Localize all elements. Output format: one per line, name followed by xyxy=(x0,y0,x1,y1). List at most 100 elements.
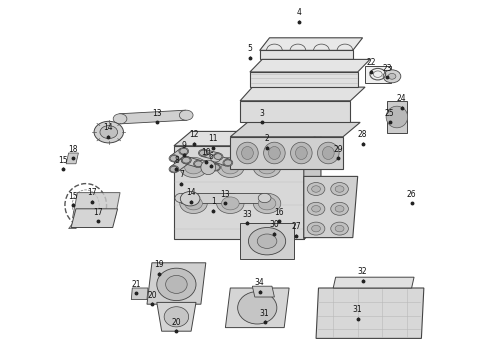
Ellipse shape xyxy=(335,206,344,212)
Ellipse shape xyxy=(180,148,188,154)
Text: 13: 13 xyxy=(152,109,162,118)
Ellipse shape xyxy=(164,307,189,327)
Polygon shape xyxy=(316,288,424,338)
Ellipse shape xyxy=(224,160,232,166)
Polygon shape xyxy=(184,157,200,167)
Text: 24: 24 xyxy=(397,94,407,103)
Ellipse shape xyxy=(237,142,258,164)
Ellipse shape xyxy=(211,164,220,171)
Ellipse shape xyxy=(185,197,202,210)
Ellipse shape xyxy=(312,225,320,232)
Ellipse shape xyxy=(181,157,191,164)
Ellipse shape xyxy=(100,126,118,139)
Polygon shape xyxy=(171,149,187,161)
Text: 5: 5 xyxy=(247,44,252,53)
Ellipse shape xyxy=(386,106,408,128)
Ellipse shape xyxy=(253,157,281,177)
Ellipse shape xyxy=(180,157,207,177)
Text: 31: 31 xyxy=(353,305,363,314)
Text: 11: 11 xyxy=(208,134,218,143)
Text: 2: 2 xyxy=(265,134,270,143)
Ellipse shape xyxy=(94,121,123,143)
Ellipse shape xyxy=(312,186,320,192)
Polygon shape xyxy=(304,176,358,238)
Polygon shape xyxy=(230,122,360,137)
Text: 3: 3 xyxy=(260,109,265,118)
Text: 13: 13 xyxy=(220,190,230,199)
Ellipse shape xyxy=(307,202,325,215)
Ellipse shape xyxy=(242,147,253,159)
Ellipse shape xyxy=(170,156,178,161)
Text: 1: 1 xyxy=(211,197,216,206)
Ellipse shape xyxy=(331,202,348,215)
Polygon shape xyxy=(174,146,304,239)
Polygon shape xyxy=(387,101,407,133)
Ellipse shape xyxy=(312,206,320,212)
Ellipse shape xyxy=(180,193,207,213)
Polygon shape xyxy=(250,72,358,87)
Polygon shape xyxy=(240,87,365,101)
Polygon shape xyxy=(240,101,350,122)
Ellipse shape xyxy=(181,157,191,164)
Text: 9: 9 xyxy=(181,141,186,150)
Ellipse shape xyxy=(185,161,202,174)
Ellipse shape xyxy=(291,142,312,164)
Ellipse shape xyxy=(212,165,220,170)
Text: 26: 26 xyxy=(407,190,416,199)
Ellipse shape xyxy=(170,166,178,172)
Text: 30: 30 xyxy=(270,220,279,229)
Text: 12: 12 xyxy=(189,130,198,139)
Ellipse shape xyxy=(198,149,208,157)
Text: 20: 20 xyxy=(172,318,181,327)
Ellipse shape xyxy=(113,114,127,124)
Text: 31: 31 xyxy=(260,309,270,318)
Ellipse shape xyxy=(211,155,220,162)
Text: 6: 6 xyxy=(208,152,213,161)
Ellipse shape xyxy=(331,222,348,235)
Polygon shape xyxy=(66,153,78,164)
Ellipse shape xyxy=(388,73,396,79)
Polygon shape xyxy=(71,209,118,228)
Polygon shape xyxy=(181,193,265,203)
Text: 32: 32 xyxy=(358,267,368,276)
Ellipse shape xyxy=(179,110,193,120)
Polygon shape xyxy=(252,286,274,297)
Ellipse shape xyxy=(201,160,216,175)
Text: 34: 34 xyxy=(255,278,265,287)
Text: 17: 17 xyxy=(93,208,103,217)
Polygon shape xyxy=(260,38,363,50)
Ellipse shape xyxy=(217,193,244,213)
Ellipse shape xyxy=(258,197,276,210)
Ellipse shape xyxy=(214,154,222,159)
Ellipse shape xyxy=(213,153,223,160)
Ellipse shape xyxy=(157,268,196,301)
Text: 27: 27 xyxy=(292,222,301,231)
Ellipse shape xyxy=(295,147,307,159)
Ellipse shape xyxy=(221,161,239,174)
Text: 7: 7 xyxy=(179,170,184,179)
Ellipse shape xyxy=(175,193,188,203)
Ellipse shape xyxy=(179,148,189,155)
Ellipse shape xyxy=(217,157,244,177)
Ellipse shape xyxy=(307,222,325,235)
Ellipse shape xyxy=(221,197,239,210)
Ellipse shape xyxy=(238,292,277,324)
FancyBboxPatch shape xyxy=(365,66,391,83)
Text: 4: 4 xyxy=(296,8,301,17)
Text: 19: 19 xyxy=(154,260,164,269)
Ellipse shape xyxy=(248,228,286,255)
Polygon shape xyxy=(240,223,294,259)
Polygon shape xyxy=(202,150,220,160)
Polygon shape xyxy=(230,137,343,169)
Polygon shape xyxy=(69,212,86,229)
Ellipse shape xyxy=(198,160,208,167)
Text: 8: 8 xyxy=(174,156,179,165)
Polygon shape xyxy=(131,288,148,300)
Polygon shape xyxy=(333,277,414,288)
Polygon shape xyxy=(73,193,120,218)
Polygon shape xyxy=(171,158,190,172)
Text: 14: 14 xyxy=(186,188,196,197)
Ellipse shape xyxy=(169,166,179,173)
Ellipse shape xyxy=(383,70,401,83)
Text: 20: 20 xyxy=(147,291,157,300)
